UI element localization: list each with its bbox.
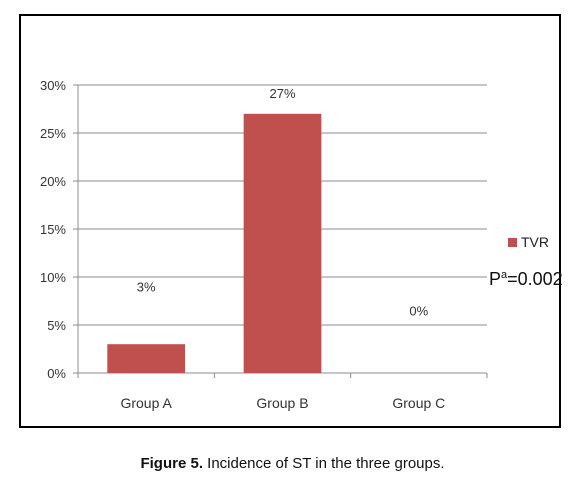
y-tick-label: 30% (40, 78, 66, 93)
x-category-label: Group B (256, 395, 308, 411)
bar-group-a (107, 344, 186, 373)
data-label: 27% (269, 86, 295, 101)
legend-label: TVR (521, 234, 549, 250)
bar-chart: 0% 5% 10% 15% 20% 25% 30% Group A 3% Group B 27% Gr… (40, 78, 563, 411)
p-value-annotation: Pa=0.002 (489, 269, 563, 289)
caption-lead: Figure 5. (140, 455, 203, 472)
y-tick-label: 0% (47, 366, 66, 381)
caption-text: Incidence of ST in the three groups. (202, 455, 445, 472)
y-tick-label: 5% (47, 318, 66, 333)
x-category-label: Group C (392, 395, 445, 411)
x-category-label: Group A (120, 395, 172, 411)
chart-frame (19, 14, 561, 428)
y-tick-label: 20% (40, 174, 66, 189)
y-tick-label: 15% (40, 222, 66, 237)
y-tick-label: 25% (40, 126, 66, 141)
y-tick-label: 10% (40, 270, 66, 285)
legend-swatch (508, 238, 517, 247)
bar-group-b (243, 113, 322, 374)
data-label: 3% (137, 279, 156, 294)
figure-caption: Figure 5. Incidence of ST in the three g… (0, 455, 585, 472)
data-label: 0% (409, 303, 428, 318)
